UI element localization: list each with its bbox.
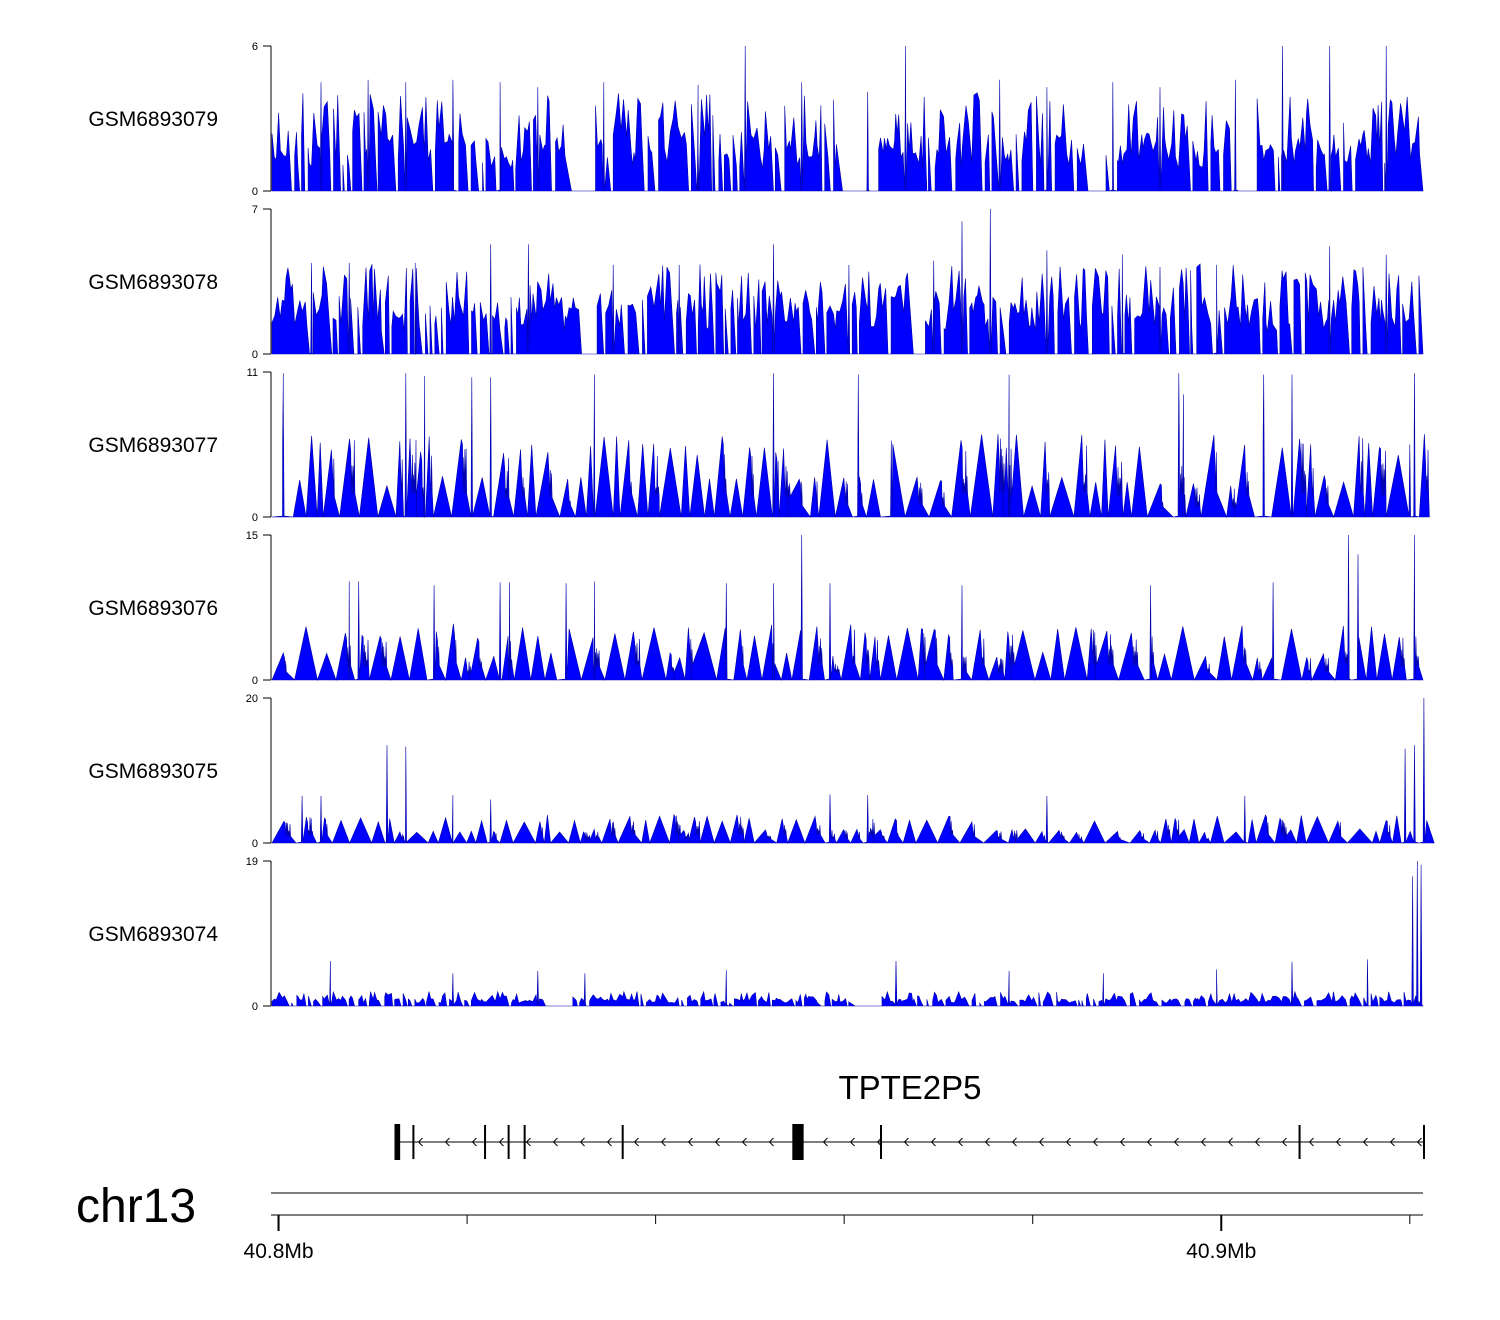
y-axis-max-label: 11 [247, 367, 258, 379]
coverage-signal [271, 208, 1424, 355]
gene-exon [621, 1125, 624, 1159]
track-label: GSM6893078 [88, 271, 218, 294]
strand-arrow [1119, 1137, 1125, 1147]
y-axis-min-label: 0 [252, 512, 258, 524]
track-label: GSM6893079 [88, 108, 218, 131]
strand-arrow [741, 1137, 747, 1147]
gene-exon [484, 1125, 487, 1159]
track-label: GSM6893074 [88, 923, 218, 946]
strand-arrow [849, 1137, 855, 1147]
y-axis-min-label: 0 [252, 349, 258, 361]
strand-arrow [1146, 1137, 1152, 1147]
axis-tick-label: 40.9Mb [1186, 1240, 1256, 1263]
genome-axis: chr13 40.8Mb 40.9Mb [76, 1180, 1423, 1263]
strand-arrow [1092, 1137, 1098, 1147]
strand-arrow [1173, 1137, 1179, 1147]
y-axis-max-label: 20 [246, 693, 258, 705]
strand-arrow [1254, 1137, 1260, 1147]
strand-arrow [471, 1137, 477, 1147]
strand-arrow [957, 1137, 963, 1147]
coverage-tracks: GSM689307960GSM689307870GSM6893077110GSM… [88, 41, 1435, 1013]
coverage-signal [271, 697, 1435, 845]
strand-arrow [1200, 1137, 1206, 1147]
gene-exon [879, 1125, 882, 1159]
strand-arrow [984, 1137, 990, 1147]
strand-arrow [552, 1137, 558, 1147]
axis-tick-label: 40.8Mb [244, 1240, 314, 1263]
y-axis-max-label: 15 [246, 530, 258, 542]
track-GSM6893077: GSM6893077 11 0 [88, 367, 1430, 524]
track-GSM6893078: GSM6893078 7 0 [88, 204, 1424, 361]
gene-name-label: TPTE2P5 [838, 1069, 981, 1106]
strand-arrow [417, 1137, 423, 1147]
strand-arrow [1416, 1137, 1422, 1147]
coverage-signal [271, 373, 1430, 519]
track-GSM6893074: GSM6893074 19 0 [88, 856, 1424, 1013]
chromosome-label: chr13 [76, 1180, 196, 1233]
gene-exon [507, 1125, 510, 1159]
track-label: GSM6893076 [88, 597, 218, 620]
gene-exon [412, 1125, 415, 1159]
track-GSM6893079: GSM6893079 6 0 [88, 41, 1424, 198]
strand-arrow [633, 1137, 639, 1147]
coverage-signal [271, 860, 1424, 1007]
y-axis-max-label: 19 [246, 856, 258, 868]
y-axis-min-label: 0 [252, 1001, 258, 1013]
strand-arrow [444, 1137, 450, 1147]
y-axis-min-label: 0 [252, 838, 258, 850]
track-GSM6893076: GSM6893076 15 0 [88, 530, 1424, 687]
gene-exon [1298, 1125, 1301, 1159]
y-axis-max-label: 6 [252, 41, 258, 53]
strand-arrow [1389, 1137, 1395, 1147]
strand-arrow [930, 1137, 936, 1147]
track-GSM6893075: GSM6893075 20 0 [88, 693, 1435, 850]
strand-arrow [660, 1137, 666, 1147]
strand-arrow [1011, 1137, 1017, 1147]
y-axis-min-label: 0 [252, 186, 258, 198]
strand-arrow [606, 1137, 612, 1147]
strand-arrow [1065, 1137, 1071, 1147]
gene-model [394, 1124, 1425, 1160]
gene-exon [792, 1124, 804, 1160]
strand-arrow [525, 1137, 531, 1147]
axis-ticks: 40.8Mb 40.9Mb [244, 1215, 1411, 1263]
coverage-signal [271, 45, 1424, 193]
strand-arrow [768, 1137, 774, 1147]
strand-arrow [498, 1137, 504, 1147]
y-axis-max-label: 7 [252, 204, 258, 216]
track-label: GSM6893077 [88, 434, 218, 457]
strand-arrow [1038, 1137, 1044, 1147]
coverage-signal [271, 534, 1424, 682]
strand-arrow [1362, 1137, 1368, 1147]
gene-exon [523, 1125, 526, 1159]
strand-arrow [1308, 1137, 1314, 1147]
strand-arrow [822, 1137, 828, 1147]
strand-arrow [714, 1137, 720, 1147]
strand-arrow [1281, 1137, 1287, 1147]
track-label: GSM6893075 [88, 760, 218, 783]
strand-arrow [687, 1137, 693, 1147]
strand-arrow [1335, 1137, 1341, 1147]
gene-exon [394, 1124, 401, 1160]
gene-exon [1423, 1125, 1425, 1159]
strand-arrow [903, 1137, 909, 1147]
strand-arrow [579, 1137, 585, 1147]
gene-track: TPTE2P5 [394, 1069, 1425, 1160]
y-axis-min-label: 0 [252, 675, 258, 687]
strand-arrow [1227, 1137, 1233, 1147]
